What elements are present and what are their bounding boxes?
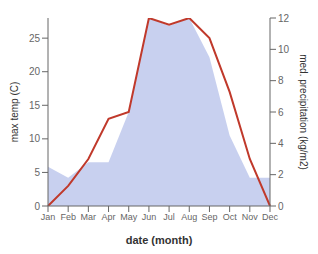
svg-text:12: 12 (278, 13, 290, 24)
svg-text:Jun: Jun (142, 212, 157, 222)
svg-text:15: 15 (29, 100, 41, 111)
svg-text:8: 8 (278, 75, 284, 86)
svg-text:Jan: Jan (41, 212, 56, 222)
svg-text:10: 10 (29, 133, 41, 144)
svg-text:Mar: Mar (81, 212, 97, 222)
svg-text:10: 10 (278, 44, 290, 55)
svg-text:Apr: Apr (102, 212, 116, 222)
svg-text:Jul: Jul (163, 212, 175, 222)
svg-text:20: 20 (29, 66, 41, 77)
svg-text:Sep: Sep (201, 212, 217, 222)
svg-text:Dec: Dec (262, 212, 279, 222)
svg-text:Aug: Aug (181, 212, 197, 222)
svg-text:May: May (120, 212, 138, 222)
svg-text:Oct: Oct (223, 212, 238, 222)
svg-text:max temp (C): max temp (C) (9, 82, 20, 143)
svg-text:25: 25 (29, 33, 41, 44)
svg-text:6: 6 (278, 107, 284, 118)
svg-text:0: 0 (278, 201, 284, 212)
svg-text:Nov: Nov (242, 212, 259, 222)
svg-text:med. precipitation (kg/m2): med. precipitation (kg/m2) (298, 54, 309, 170)
svg-text:2: 2 (278, 169, 284, 180)
svg-text:0: 0 (34, 201, 40, 212)
svg-text:Feb: Feb (60, 212, 76, 222)
svg-text:5: 5 (34, 167, 40, 178)
svg-text:date (month): date (month) (126, 234, 193, 246)
svg-text:4: 4 (278, 138, 284, 149)
